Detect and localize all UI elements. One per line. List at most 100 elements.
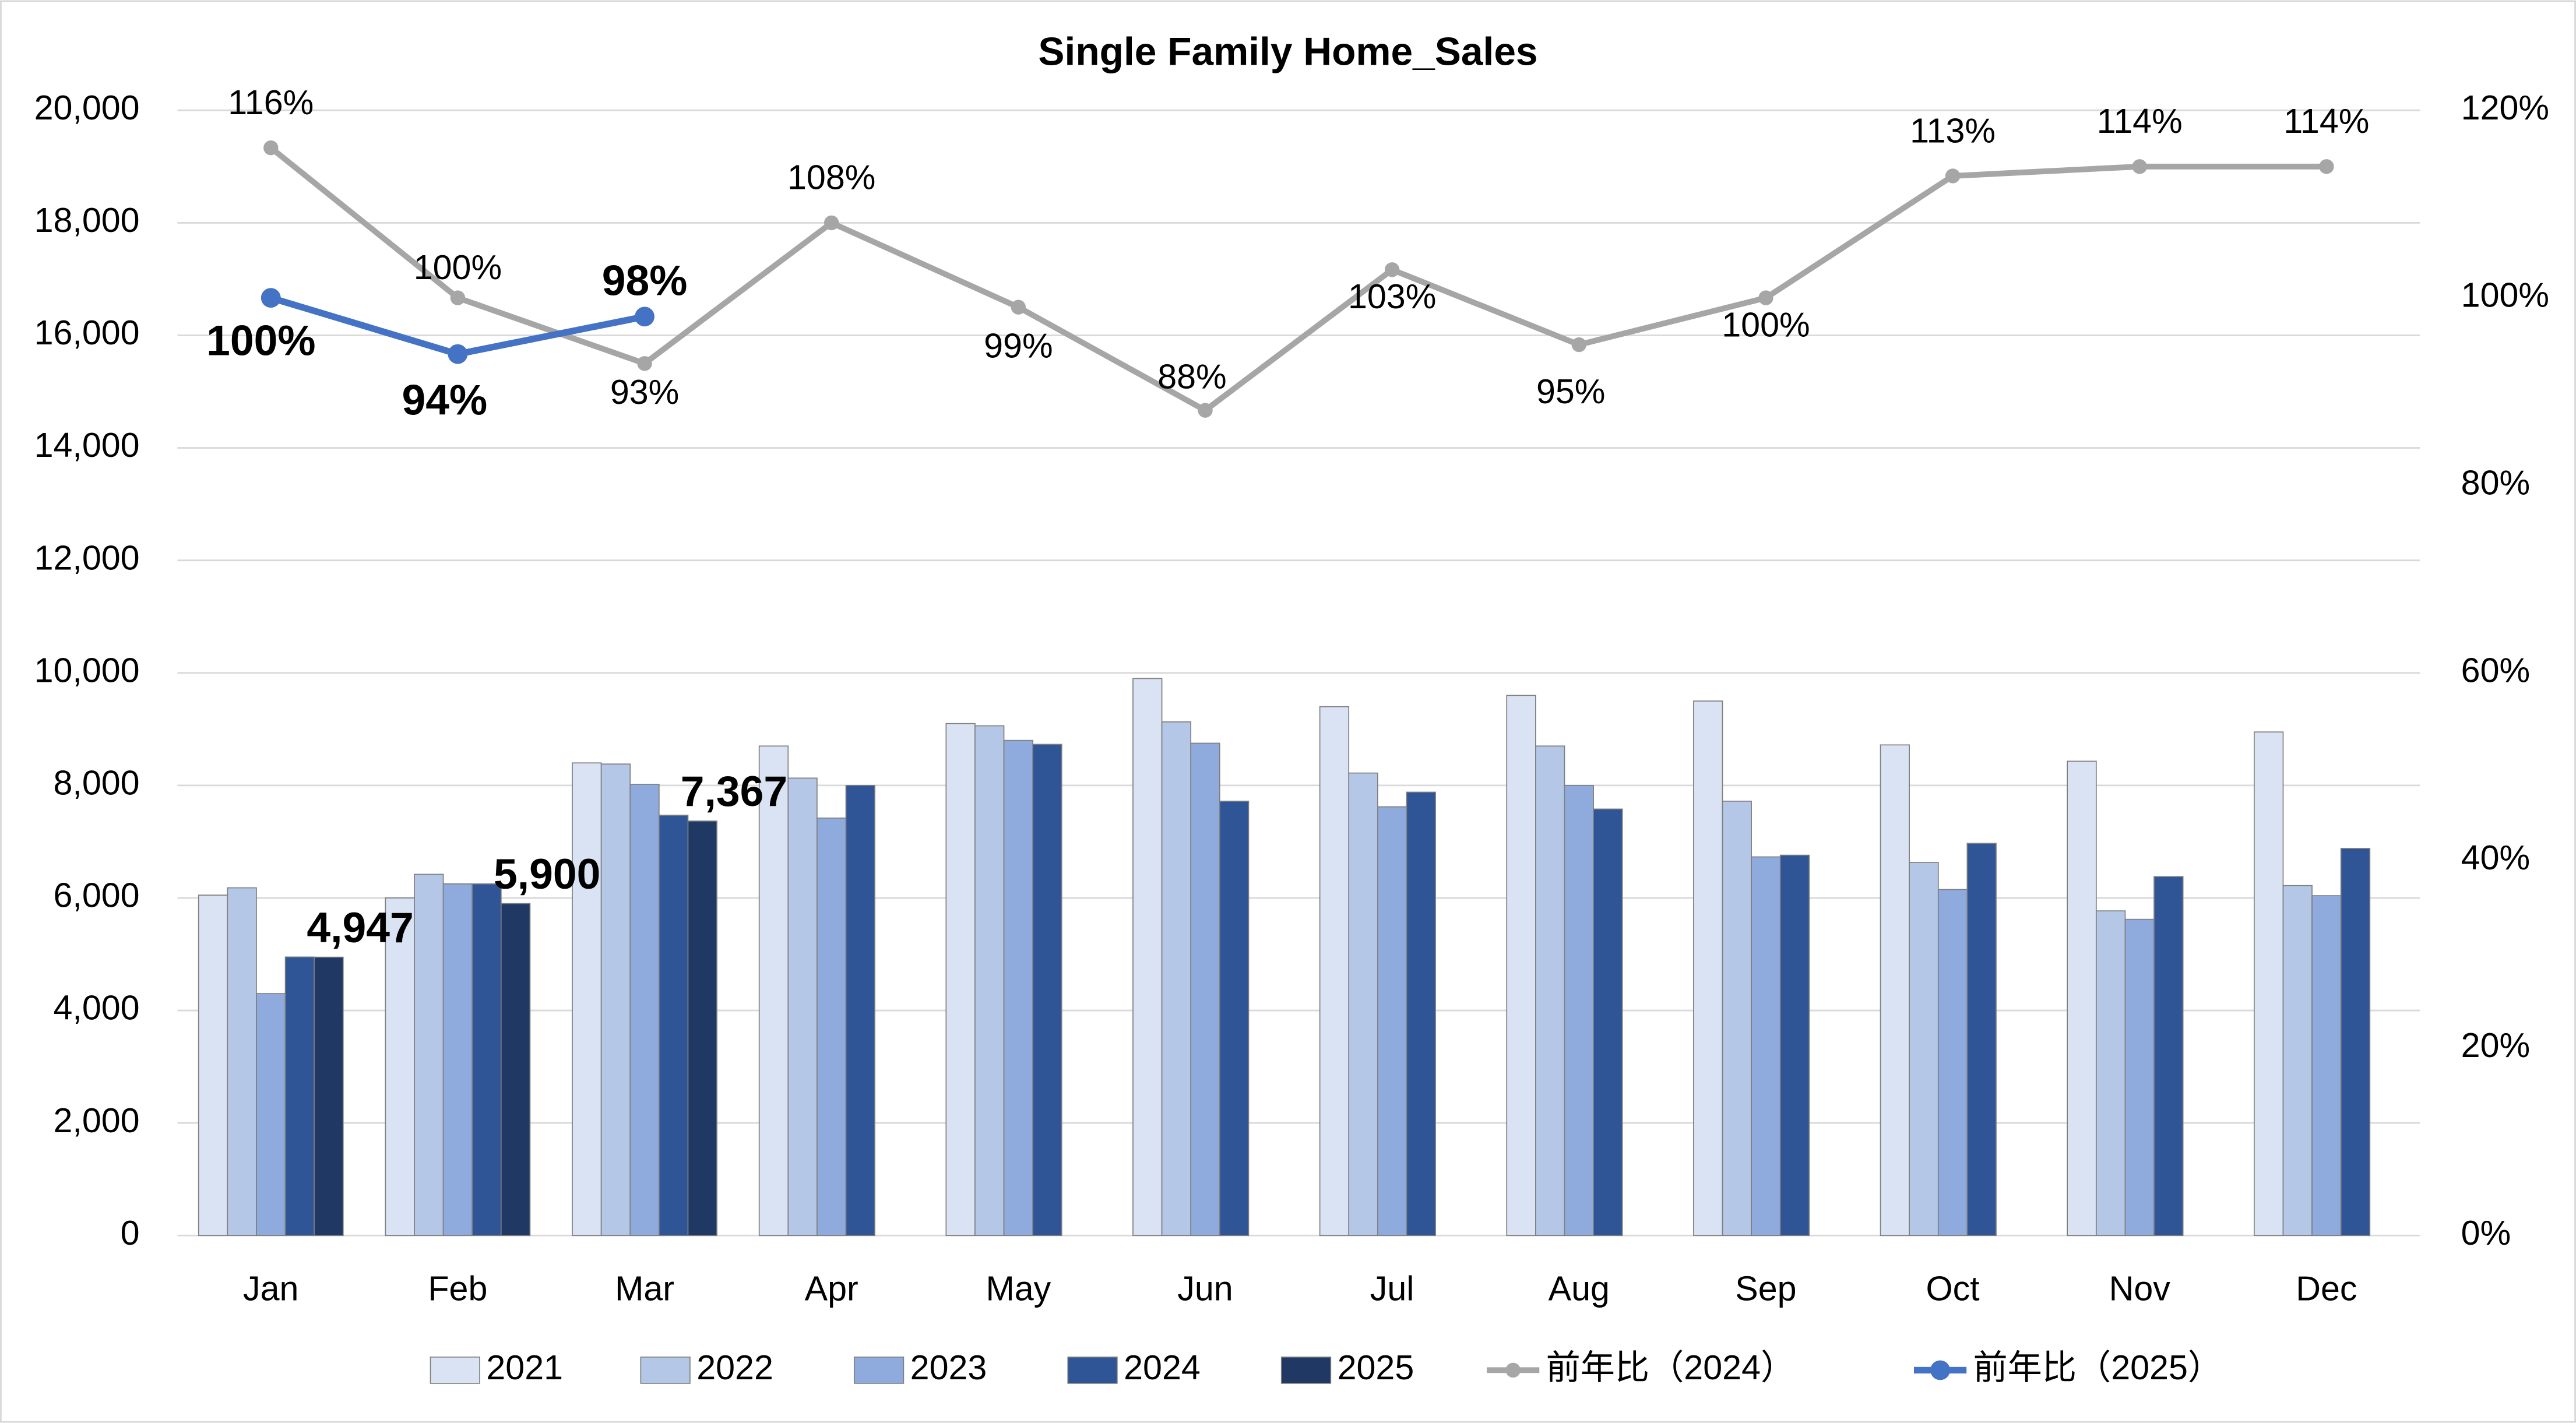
bar bbox=[817, 818, 847, 1237]
y-tick-label: 0 bbox=[121, 1213, 140, 1252]
legend-swatch bbox=[853, 1356, 905, 1384]
line-value-label: 100% bbox=[206, 316, 315, 364]
legend-label: 2025 bbox=[1338, 1348, 1414, 1387]
bar bbox=[974, 725, 1005, 1237]
y-tick-label: 6,000 bbox=[53, 876, 139, 915]
legend-label: 2023 bbox=[910, 1348, 987, 1387]
line-point bbox=[1758, 290, 1773, 305]
legend-label: 2021 bbox=[486, 1348, 563, 1387]
bar bbox=[945, 723, 976, 1237]
line-point bbox=[1571, 337, 1586, 353]
bar bbox=[1909, 862, 1939, 1237]
bar bbox=[2340, 848, 2371, 1237]
legend-label: 2024 bbox=[1124, 1348, 1201, 1387]
line-point bbox=[450, 290, 466, 305]
line-point bbox=[824, 215, 839, 231]
bar bbox=[659, 815, 689, 1237]
bar bbox=[2282, 885, 2313, 1237]
bar bbox=[758, 745, 789, 1237]
legend-label: 前年比（2024） bbox=[1546, 1348, 1796, 1387]
x-tick-label: Aug bbox=[1549, 1269, 1610, 1308]
line-point bbox=[1198, 403, 1213, 418]
line-value-label: 100% bbox=[414, 248, 502, 287]
x-tick-label: Mar bbox=[615, 1269, 674, 1308]
x-tick-label: Nov bbox=[2109, 1269, 2171, 1308]
legend-swatch bbox=[430, 1356, 480, 1384]
y2-tick-label: 40% bbox=[2461, 838, 2530, 877]
bar bbox=[1779, 854, 1810, 1237]
bar bbox=[2095, 910, 2126, 1237]
bar bbox=[1032, 744, 1062, 1237]
bar bbox=[1406, 791, 1436, 1237]
y-tick-label: 18,000 bbox=[34, 200, 140, 239]
line-point bbox=[261, 288, 281, 308]
bar bbox=[500, 903, 531, 1237]
line-series bbox=[269, 145, 2327, 414]
y-tick-label: 14,000 bbox=[34, 425, 140, 464]
bar bbox=[572, 762, 602, 1237]
y2-tick-label: 100% bbox=[2461, 276, 2549, 315]
bar bbox=[787, 777, 818, 1237]
bar bbox=[1161, 721, 1192, 1237]
bar bbox=[629, 784, 660, 1237]
bar bbox=[1348, 772, 1378, 1237]
y-tick-label: 16,000 bbox=[34, 313, 140, 352]
bar bbox=[687, 820, 717, 1237]
line-value-label: 108% bbox=[787, 158, 875, 197]
x-tick-label: Dec bbox=[2296, 1269, 2357, 1308]
bar bbox=[600, 763, 631, 1237]
y2-tick-label: 120% bbox=[2461, 88, 2549, 127]
bar bbox=[385, 897, 415, 1237]
legend-swatch bbox=[1930, 1360, 1951, 1380]
line-value-label: 100% bbox=[1722, 305, 1810, 344]
y2-tick-label: 80% bbox=[2461, 463, 2530, 502]
y-tick-label: 8,000 bbox=[53, 763, 139, 802]
line-point bbox=[1945, 168, 1961, 184]
y2-tick-label: 0% bbox=[2461, 1213, 2511, 1252]
bar bbox=[284, 956, 315, 1237]
line-value-label: 113% bbox=[1910, 111, 1996, 150]
bar bbox=[2311, 895, 2342, 1237]
y-tick-label: 10,000 bbox=[34, 650, 140, 689]
y2-tick-label: 60% bbox=[2461, 650, 2530, 689]
legend-label: 2022 bbox=[696, 1348, 773, 1387]
bar bbox=[1722, 801, 1752, 1237]
bar bbox=[1132, 678, 1163, 1237]
bar bbox=[1190, 742, 1220, 1237]
bar bbox=[1535, 745, 1565, 1237]
legend-swatch bbox=[640, 1356, 691, 1384]
x-tick-label: Feb bbox=[428, 1269, 487, 1308]
bar bbox=[1693, 700, 1723, 1237]
bar bbox=[2254, 731, 2284, 1237]
x-tick-label: Jul bbox=[1370, 1269, 1414, 1308]
legend-label: 前年比（2025） bbox=[1973, 1348, 2222, 1387]
y-tick-label: 4,000 bbox=[53, 988, 139, 1027]
legend-swatch bbox=[1067, 1356, 1118, 1384]
bar bbox=[2067, 760, 2097, 1237]
line-value-label: 99% bbox=[984, 326, 1053, 365]
line-value-label: 98% bbox=[602, 256, 688, 304]
bar bbox=[2153, 876, 2184, 1237]
bar bbox=[1003, 739, 1034, 1237]
bar bbox=[227, 887, 257, 1237]
line-value-label: 114% bbox=[2283, 101, 2369, 140]
line-point bbox=[635, 307, 654, 327]
bar bbox=[414, 873, 444, 1237]
bar bbox=[314, 956, 344, 1237]
line-value-label: 94% bbox=[402, 376, 488, 424]
line-value-label: 95% bbox=[1536, 372, 1605, 411]
line-point bbox=[1384, 262, 1400, 277]
bar bbox=[1751, 856, 1781, 1237]
legend-swatch bbox=[1280, 1356, 1332, 1384]
line-value-label: 114% bbox=[2097, 101, 2183, 140]
line-point bbox=[2319, 159, 2334, 174]
bar bbox=[442, 883, 473, 1237]
bar bbox=[1880, 744, 1910, 1237]
x-tick-label: Jun bbox=[1177, 1269, 1233, 1308]
x-tick-label: Apr bbox=[805, 1269, 858, 1308]
line-point bbox=[448, 344, 468, 364]
bar bbox=[256, 993, 286, 1237]
bar-value-label: 5,900 bbox=[494, 850, 600, 898]
line-value-label: 116% bbox=[228, 83, 314, 122]
